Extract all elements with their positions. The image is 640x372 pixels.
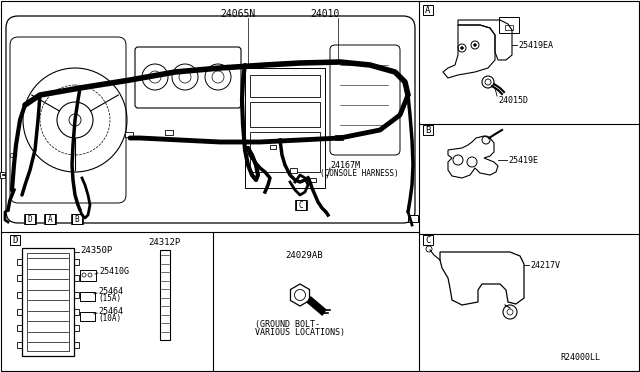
Bar	[250, 102, 320, 127]
Bar	[270, 145, 276, 149]
Bar	[74, 325, 79, 331]
Text: 24065N: 24065N	[220, 9, 255, 19]
Bar	[74, 275, 79, 281]
Bar	[10, 235, 20, 245]
Bar	[45, 214, 55, 224]
Bar	[17, 325, 22, 331]
Text: B: B	[426, 125, 431, 135]
Text: 25419E: 25419E	[508, 155, 538, 164]
Bar	[17, 275, 22, 281]
Bar	[10, 153, 15, 157]
Bar	[250, 75, 320, 97]
Bar	[505, 25, 513, 30]
Bar	[296, 200, 306, 210]
Text: 25410G: 25410G	[99, 267, 129, 276]
Text: (10A): (10A)	[98, 314, 121, 324]
Text: (GROUND BOLT-: (GROUND BOLT-	[255, 321, 320, 330]
Bar	[22, 248, 74, 356]
Text: 25419EA: 25419EA	[518, 41, 553, 49]
Circle shape	[474, 44, 477, 46]
Text: B: B	[75, 215, 79, 224]
Text: 24010: 24010	[310, 9, 339, 19]
Text: VARIOUS LOCATIONS): VARIOUS LOCATIONS)	[255, 328, 345, 337]
Bar	[0, 172, 5, 178]
Bar	[335, 135, 343, 140]
Bar	[17, 259, 22, 265]
Bar	[74, 342, 79, 348]
Bar	[17, 342, 22, 348]
Text: A: A	[48, 215, 52, 224]
Text: 25464: 25464	[98, 308, 123, 317]
Bar	[408, 215, 418, 222]
Bar	[25, 214, 35, 224]
Text: 24167M: 24167M	[330, 160, 360, 170]
Bar	[17, 292, 22, 298]
Bar	[423, 235, 433, 245]
Bar	[295, 200, 307, 210]
Text: R24000LL: R24000LL	[560, 353, 600, 362]
Bar	[245, 68, 325, 188]
Text: (CONSOLE HARNESS): (CONSOLE HARNESS)	[320, 169, 399, 177]
Text: D: D	[12, 235, 18, 244]
Text: 25464: 25464	[98, 288, 123, 296]
Bar	[71, 214, 83, 224]
Text: 24350P: 24350P	[80, 246, 112, 254]
Text: (15A): (15A)	[98, 295, 121, 304]
Bar	[125, 132, 133, 137]
Text: 24312P: 24312P	[148, 237, 180, 247]
Text: 24029AB: 24029AB	[285, 250, 323, 260]
Circle shape	[461, 46, 463, 49]
Text: C: C	[426, 235, 431, 244]
Bar	[290, 168, 297, 173]
Text: A: A	[426, 6, 431, 15]
Bar	[27, 253, 69, 351]
Bar	[423, 125, 433, 135]
FancyBboxPatch shape	[10, 37, 126, 203]
Bar	[74, 309, 79, 315]
Bar	[310, 178, 316, 182]
Bar	[74, 259, 79, 265]
Bar	[44, 214, 56, 224]
Bar	[17, 309, 22, 315]
Text: 24015D: 24015D	[498, 96, 528, 105]
Bar	[250, 132, 320, 172]
Text: C: C	[299, 201, 303, 209]
Bar	[160, 250, 170, 340]
Bar	[165, 130, 173, 135]
Bar	[72, 214, 82, 224]
Bar	[24, 214, 36, 224]
Bar	[423, 5, 433, 15]
Text: D: D	[28, 215, 32, 224]
Text: 24217V: 24217V	[530, 260, 560, 269]
Bar	[74, 292, 79, 298]
